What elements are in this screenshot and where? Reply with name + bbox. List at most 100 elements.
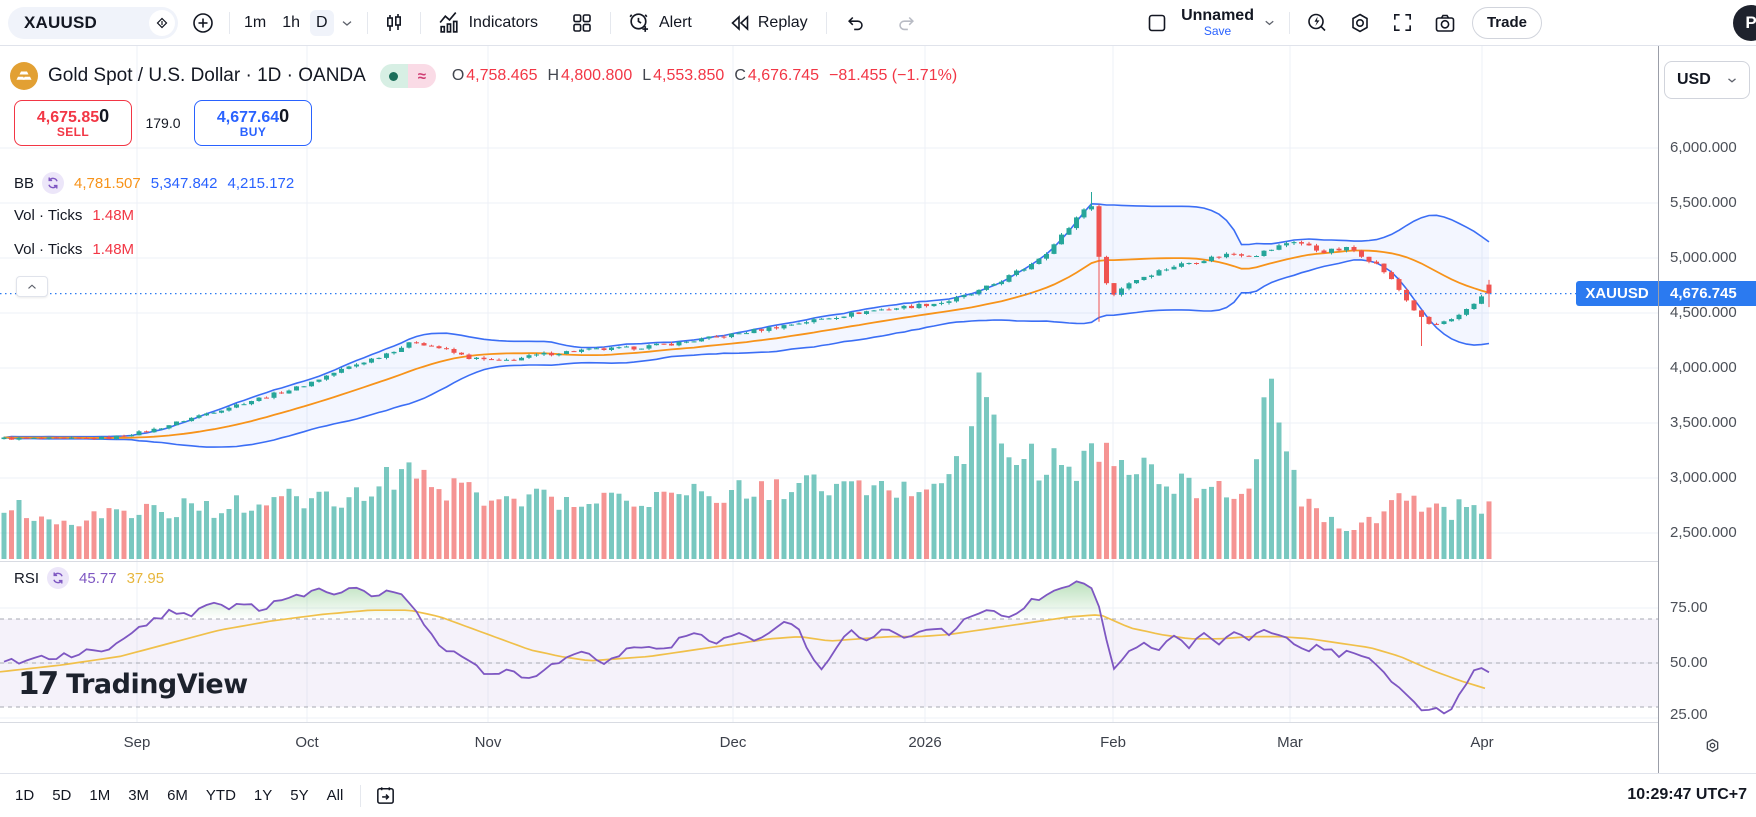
price-axis[interactable]: USD 6,000.000 5,500.000 5,000.000 4,500.000… [1658,46,1756,773]
fullscreen-icon[interactable] [1391,11,1414,34]
alert-clock-icon[interactable] [627,10,652,35]
redo-icon[interactable] [895,12,917,34]
range-1y-button[interactable]: 1Y [253,787,273,804]
pane-separator-main-rsi[interactable] [0,561,1756,562]
price-line-value-badge: 4,676.745 [1659,281,1756,306]
timeframe-dropdown-chevron-icon[interactable] [339,15,355,31]
symbol-search-button[interactable]: XAUUSD [8,6,178,39]
axis-settings-gear-icon[interactable] [1703,736,1722,755]
tradingview-watermark: 17 TradingView [18,666,248,702]
layout-dropdown-chevron-icon[interactable] [1262,15,1277,30]
tradingview-logo-text: TradingView [66,668,248,700]
tradingview-logo-icon: 17 [18,666,59,702]
range-ytd-button[interactable]: YTD [205,787,236,804]
chart-canvas[interactable] [0,46,1658,773]
pane-separator-rsi-timeaxis [0,722,1756,723]
time-axis-month-label: Nov [474,734,502,751]
buy-label: BUY [239,125,267,140]
quick-search-icon[interactable] [1305,11,1329,35]
buy-price-big-digit: 0 [279,105,290,126]
go-to-date-calendar-icon[interactable] [374,784,397,807]
rsi-axis-tick: 25.00 [1670,706,1708,723]
time-axis-month-label: Apr [1470,734,1494,751]
volume-legend-row-2[interactable]: Vol · Ticks 1.48M [14,241,134,258]
change-value: −81.455 (−1.71%) [829,67,958,84]
symbol-search-label: XAUUSD [24,12,97,32]
sell-label: SELL [56,125,90,140]
market-open-dot-icon [379,64,408,88]
time-axis-month-label: Mar [1277,734,1303,751]
price-axis-tick: 4,500.000 [1670,304,1737,321]
rsi-axis-tick: 50.00 [1670,654,1708,671]
time-axis-month-label: Dec [719,734,747,751]
sell-price: 4,675.85 [36,108,100,126]
ohlc-values: O 4,758.465 H 4,800.800 L 4,553.850 C 4,676.… [452,67,957,85]
price-axis-tick: 4,000.000 [1670,359,1737,376]
range-all-button[interactable]: All [326,787,344,804]
time-axis-month-label: Oct [295,734,319,751]
alert-button[interactable]: Alert [658,13,692,31]
time-axis-month-label: 2026 [908,734,942,751]
layout-name-label: Unnamed [1181,6,1254,24]
bb-sync-icon[interactable] [42,172,65,194]
timeframe-1h-button[interactable]: 1h [282,13,301,31]
price-axis-tick: 3,000.000 [1670,469,1737,486]
bb-basis-value: 4,781.507 [74,174,141,192]
screenshot-camera-icon[interactable] [1433,11,1457,35]
open-value: 4,758.465 [466,67,538,84]
price-axis-tick: 5,000.000 [1670,249,1737,266]
user-avatar[interactable]: P [1733,5,1756,41]
rsi-axis-tick: 75.00 [1670,599,1708,616]
buy-price: 4,677.64 [216,108,280,126]
timeframe-d-button[interactable]: D [310,9,334,36]
market-status-pill[interactable]: ≈ [379,64,436,88]
price-axis-tick: 5,500.000 [1670,194,1737,211]
range-1m-button[interactable]: 1M [89,787,111,804]
sell-price-big-digit: 0 [99,105,110,126]
symbol-title[interactable]: Gold Spot / U.S. Dollar · 1D · OANDA [48,65,366,86]
rsi-sync-icon[interactable] [47,567,70,589]
bb-legend-row[interactable]: BB 4,781.507 5,347.842 4,215.172 [14,172,294,194]
replay-rewind-icon[interactable] [728,11,752,35]
timeframe-1m-button[interactable]: 1m [244,13,267,31]
range-1d-button[interactable]: 1D [15,787,35,804]
collapse-legend-button[interactable] [16,276,48,297]
symbol-legend-row: Gold Spot / U.S. Dollar · 1D · OANDA ≈ O… [10,60,957,92]
trade-panel: 4,675.850 SELL 179.0 4,677.640 BUY [14,100,312,146]
delayed-data-icon: ≈ [407,64,436,88]
trade-button[interactable]: Trade [1471,6,1542,39]
indicator-templates-icon[interactable] [570,11,594,35]
rsi-legend-row[interactable]: RSI 45.77 37.95 [14,567,164,589]
indicators-icon[interactable] [437,10,462,35]
currency-selector[interactable]: USD [1664,61,1750,99]
symbol-diamond-icon[interactable] [149,9,175,36]
bb-label: BB [14,174,35,192]
price-line-symbol-badge: XAUUSD [1576,281,1658,306]
volume-value: 1.48M [92,207,135,224]
clock-timezone[interactable]: 10:29:47 UTC+7 [1627,786,1747,803]
range-5d-button[interactable]: 5D [52,787,72,804]
indicators-button[interactable]: Indicators [468,13,538,31]
settings-icon[interactable] [1348,11,1372,35]
chart-style-candles-icon[interactable] [382,11,406,35]
time-axis-month-label: Sep [123,734,151,751]
layout-icon[interactable] [1145,11,1169,35]
range-3m-button[interactable]: 3M [128,787,150,804]
buy-button[interactable]: 4,677.640 BUY [194,100,312,146]
compare-add-symbol-button[interactable] [191,11,215,35]
range-6m-button[interactable]: 6M [167,787,188,804]
open-label: O [451,67,465,84]
layout-name-save[interactable]: Unnamed Save [1181,6,1254,38]
replay-button[interactable]: Replay [757,13,808,31]
bottom-toolbar: 1D 5D 1M 3M 6M YTD 1Y 5Y All 10:29:47 UTC+7 [0,773,1756,817]
rsi-label: RSI [14,569,40,587]
price-axis-tick: 6,000.000 [1670,139,1737,156]
range-5y-button[interactable]: 5Y [290,787,309,804]
price-axis-tick: 3,500.000 [1670,414,1737,431]
volume-legend-row-1[interactable]: Vol · Ticks 1.48M [14,207,134,224]
sell-button[interactable]: 4,675.850 SELL [14,100,132,146]
time-axis[interactable]: Sep Oct Nov Dec 2026 Feb Mar Apr [0,723,1658,773]
save-button[interactable]: Save [1203,23,1232,38]
undo-icon[interactable] [845,12,867,34]
